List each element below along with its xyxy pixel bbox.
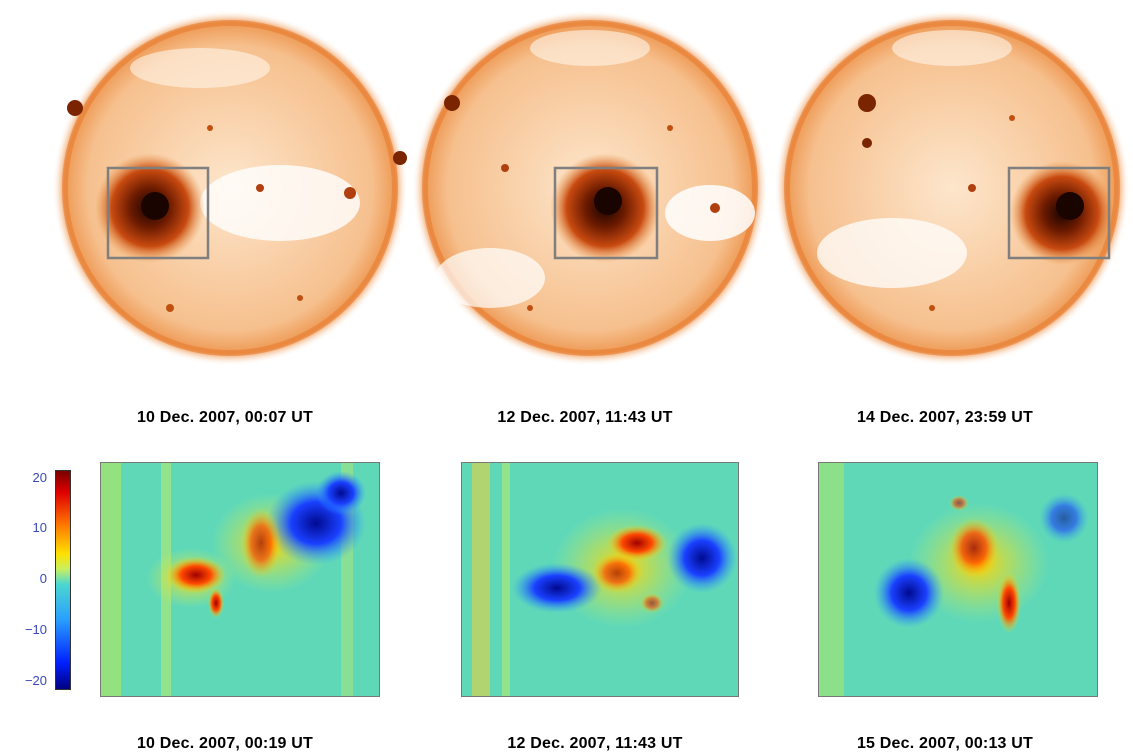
velocity-map-3 — [818, 462, 1098, 697]
caption-top-1: 10 Dec. 2007, 00:07 UT — [136, 409, 314, 426]
colorbar-tick-0: 0 — [39, 571, 47, 586]
solar-disk-1 — [50, 8, 410, 368]
velocity-map-1 — [100, 462, 380, 697]
colorbar-tick-10: 10 — [32, 520, 47, 535]
colorbar-tick-minus10: −10 — [24, 622, 47, 637]
caption-top-3: 14 Dec. 2007, 23:59 UT — [856, 409, 1034, 426]
velocity-map-2 — [461, 462, 739, 697]
caption-top-2: 12 Dec. 2007, 11:43 UT — [497, 409, 673, 426]
caption-bottom-3: 15 Dec. 2007, 00:13 UT — [856, 735, 1034, 752]
colorbar-tick-20: 20 — [32, 470, 47, 485]
colorbar — [55, 470, 71, 690]
colorbar-tick-minus20: −20 — [24, 673, 47, 688]
active-region-box — [553, 166, 659, 260]
solar-disk-3 — [772, 8, 1132, 368]
active-region-box — [106, 166, 210, 260]
caption-bottom-2: 12 Dec. 2007, 11:43 UT — [507, 735, 683, 752]
caption-bottom-1: 10 Dec. 2007, 00:19 UT — [136, 735, 314, 752]
solar-disk-2 — [410, 8, 770, 368]
active-region-box — [1007, 166, 1111, 260]
